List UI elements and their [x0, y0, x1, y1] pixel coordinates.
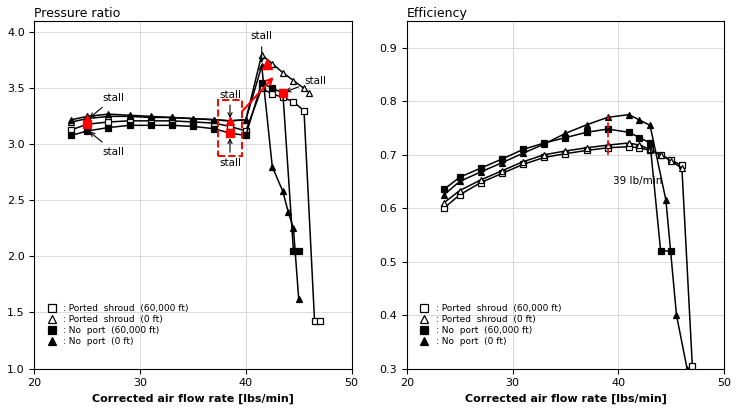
- Text: stall: stall: [90, 93, 125, 117]
- Text: stall: stall: [219, 139, 241, 168]
- Legend: : Ported  shroud  (60,000 ft), : Ported  shroud  (0 ft), : No  port  (60,000 ft): : Ported shroud (60,000 ft), : Ported sh…: [39, 300, 193, 350]
- Text: stall: stall: [286, 76, 326, 92]
- Legend: : Ported  shroud  (60,000 ft), : Ported  shroud  (0 ft), : No  port  (60,000 ft): : Ported shroud (60,000 ft), : Ported sh…: [411, 300, 565, 350]
- X-axis label: Corrected air flow rate [lbs/min]: Corrected air flow rate [lbs/min]: [464, 394, 666, 404]
- Text: stall: stall: [219, 90, 241, 117]
- Text: 39 lb/min: 39 lb/min: [613, 176, 663, 186]
- Text: Efficiency: Efficiency: [407, 7, 468, 20]
- Text: Pressure ratio: Pressure ratio: [35, 7, 121, 20]
- X-axis label: Corrected air flow rate [lbs/min]: Corrected air flow rate [lbs/min]: [92, 394, 294, 404]
- Text: stall: stall: [90, 132, 125, 157]
- Text: stall: stall: [251, 31, 273, 62]
